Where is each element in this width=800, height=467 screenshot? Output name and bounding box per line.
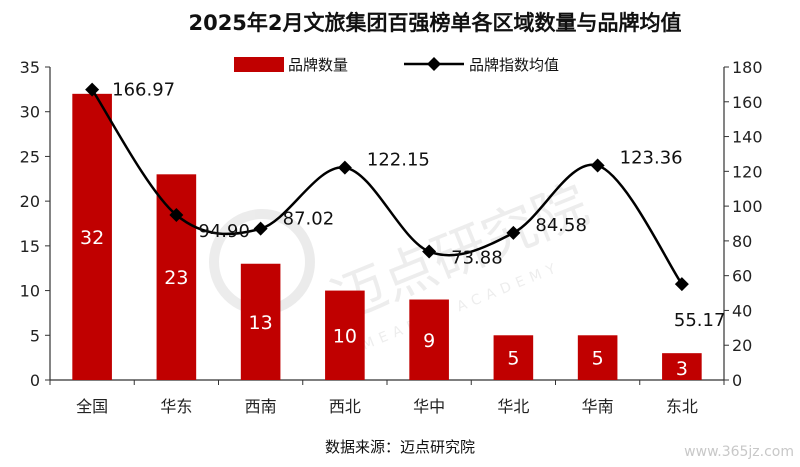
- y-right-tick-label: 60: [732, 267, 752, 286]
- x-tick-label: 西北: [329, 397, 361, 416]
- line-point: [422, 244, 437, 259]
- bar-series: 32 23 13 10 9 5 5 3: [72, 93, 702, 380]
- bar: [662, 353, 702, 380]
- legend-label-bar: 品牌数量: [288, 56, 348, 74]
- source-note: 数据来源：迈点研究院: [325, 438, 475, 456]
- line-point: [506, 225, 521, 240]
- y-left-tick-label: 0: [30, 371, 40, 390]
- line-series: 166.97 94.90 87.02 122.15 73.88 84.58 123.36 55…: [85, 80, 725, 331]
- line-value-label: 122.15: [367, 150, 430, 171]
- bar-value-label: 10: [333, 325, 357, 347]
- y-right-tick-label: 120: [732, 162, 763, 181]
- line-value-label: 123.36: [620, 147, 683, 168]
- x-tick-label: 华中: [413, 397, 445, 416]
- x-tick-label: 华东: [160, 397, 192, 416]
- y-left-tick-label: 10: [20, 282, 40, 301]
- site-watermark: www.365jz.com: [684, 444, 794, 460]
- line-value-label: 87.02: [283, 209, 335, 230]
- legend: 品牌数量 品牌指数均值: [234, 56, 559, 74]
- line-point: [337, 160, 352, 175]
- y-left-tick-label: 30: [20, 103, 40, 122]
- bar-value-label: 32: [80, 227, 104, 249]
- line-point: [169, 207, 184, 222]
- line-value-label: 84.58: [535, 215, 587, 236]
- y-left-tick-label: 25: [20, 147, 40, 166]
- bar-value-label: 9: [423, 330, 435, 352]
- chart-title: 2025年2月文旅集团百强榜单各区域数量与品牌均值: [188, 11, 681, 35]
- y-right-tick-label: 140: [732, 128, 763, 147]
- bar-value-label: 3: [676, 358, 688, 380]
- bar: [240, 263, 281, 380]
- x-tick-label: 东北: [666, 397, 698, 416]
- y-right-tick-label: 20: [732, 336, 752, 355]
- bar: [325, 290, 365, 380]
- line-point: [85, 82, 100, 97]
- line-value-label: 73.88: [451, 248, 503, 269]
- x-tick-label: 西南: [245, 397, 277, 416]
- axes: 05101520253035020406080100120140160180全国…: [20, 58, 763, 416]
- bar: [409, 299, 449, 380]
- y-right-tick-label: 100: [732, 197, 763, 216]
- bar-value-label: 5: [592, 348, 604, 370]
- bar-value-label: 23: [164, 267, 188, 289]
- line-point: [253, 221, 268, 236]
- x-tick-label: 全国: [76, 397, 108, 416]
- y-left-tick-label: 5: [30, 326, 40, 345]
- bar-value-label: 13: [249, 312, 273, 334]
- bar: [72, 93, 112, 380]
- y-right-tick-label: 160: [732, 93, 763, 112]
- x-tick-label: 华南: [582, 397, 614, 416]
- line-value-label: 94.90: [198, 221, 250, 242]
- legend-label-line: 品牌指数均值: [469, 56, 559, 74]
- bar: [493, 335, 534, 380]
- line-point: [590, 158, 605, 173]
- legend-swatch-bar: [234, 57, 284, 72]
- y-left-tick-label: 15: [20, 237, 40, 256]
- legend-marker: [427, 57, 441, 71]
- y-right-tick-label: 180: [732, 58, 763, 77]
- bar-value-label: 5: [507, 348, 519, 370]
- y-left-tick-label: 20: [20, 192, 40, 211]
- line-value-label: 55.17: [674, 310, 726, 331]
- y-right-tick-label: 40: [732, 301, 752, 320]
- y-right-tick-label: 80: [732, 232, 752, 251]
- y-left-tick-label: 35: [20, 58, 40, 77]
- line-point: [674, 277, 689, 292]
- x-tick-label: 华北: [497, 397, 529, 416]
- bar: [577, 335, 618, 380]
- line-value-label: 166.97: [112, 80, 175, 101]
- y-right-tick-label: 0: [732, 371, 742, 390]
